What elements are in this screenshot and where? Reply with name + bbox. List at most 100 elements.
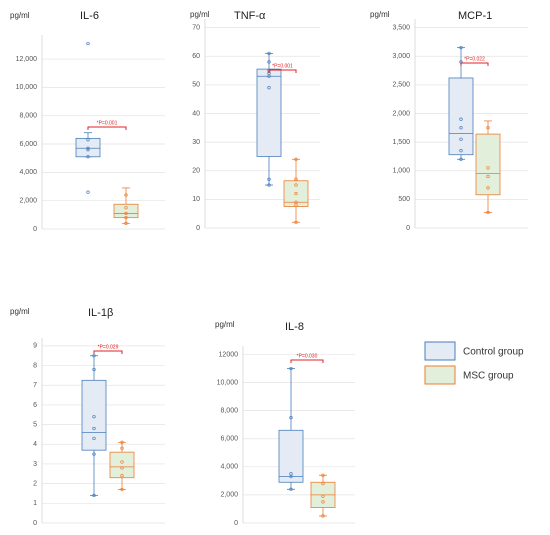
y-tick-label: 6,000 xyxy=(220,436,238,443)
data-point xyxy=(86,155,90,159)
legend-label: MSC group xyxy=(463,371,514,382)
data-point xyxy=(120,446,124,450)
data-point xyxy=(124,211,128,216)
data-point xyxy=(92,452,96,456)
y-tick-label: 2 xyxy=(33,480,37,487)
significance-bracket xyxy=(460,62,489,66)
data-point xyxy=(267,177,271,181)
y-tick-label: 1,500 xyxy=(392,139,410,146)
data-point xyxy=(486,210,490,215)
box xyxy=(448,77,474,156)
chart-title: MCP-1 xyxy=(458,10,492,22)
data-point xyxy=(289,366,293,371)
significance-bracket xyxy=(290,359,324,363)
chart-title: IL-1β xyxy=(88,307,113,319)
data-point xyxy=(289,472,293,476)
y-tick-label: 60 xyxy=(192,53,200,60)
y-tick-label: 10 xyxy=(192,196,200,203)
data-point xyxy=(92,354,96,358)
data-point xyxy=(86,148,90,152)
y-tick-label: 1,000 xyxy=(392,168,410,175)
significance-bracket xyxy=(93,350,123,354)
y-tick-label: 4,000 xyxy=(220,464,238,471)
significance-label: *P=0.001 xyxy=(272,63,293,69)
data-point xyxy=(486,126,490,130)
data-point xyxy=(321,494,325,498)
chart-title: TNF-α xyxy=(234,10,266,22)
data-point xyxy=(120,466,124,470)
significance-bracket xyxy=(87,126,127,130)
data-point xyxy=(86,138,90,142)
y-axis-label: pg/ml xyxy=(370,10,390,19)
y-tick-label: 500 xyxy=(398,196,410,203)
box xyxy=(109,451,135,479)
data-point xyxy=(124,193,128,197)
y-tick-label: 4 xyxy=(33,441,37,448)
y-tick-label: 70 xyxy=(192,24,200,31)
y-tick-label: 7 xyxy=(33,382,37,389)
data-point xyxy=(321,473,325,477)
significance-label: *P=0.029 xyxy=(98,344,119,350)
box xyxy=(278,429,304,483)
significance-bracket xyxy=(268,69,297,73)
y-tick-label: 50 xyxy=(192,82,200,89)
y-tick-label: 8 xyxy=(33,362,37,369)
y-axis-label: pg/ml xyxy=(10,11,30,20)
data-point xyxy=(459,149,463,153)
box xyxy=(283,180,309,207)
y-tick-label: 0 xyxy=(406,225,410,232)
y-tick-label: 0 xyxy=(234,520,238,527)
legend-swatch xyxy=(424,341,456,361)
legend-swatch xyxy=(424,365,456,385)
y-tick-label: 20 xyxy=(192,168,200,175)
box xyxy=(475,133,501,196)
y-tick-label: 12,000 xyxy=(16,56,38,63)
y-tick-label: 5 xyxy=(33,421,37,428)
data-point xyxy=(120,460,124,464)
data-point xyxy=(321,514,325,518)
y-axis-label: pg/ml xyxy=(10,307,30,316)
data-point xyxy=(92,415,96,419)
box xyxy=(113,203,139,219)
data-point xyxy=(92,493,96,498)
y-tick-label: 10,000 xyxy=(217,379,239,386)
chart-title: IL-6 xyxy=(80,10,99,22)
y-tick-label: 3,500 xyxy=(392,24,410,31)
y-tick-label: 4,000 xyxy=(19,169,37,176)
y-tick-label: 0 xyxy=(33,226,37,233)
data-point xyxy=(294,157,298,161)
y-axis-label: pg/ml xyxy=(190,10,210,19)
y-tick-label: 2,000 xyxy=(392,110,410,117)
y-tick-label: 8,000 xyxy=(220,407,238,414)
y-tick-label: 2,000 xyxy=(19,198,37,205)
y-tick-label: 12000 xyxy=(219,351,239,358)
y-tick-label: 8,000 xyxy=(19,113,37,120)
significance-label: *P=0.001 xyxy=(97,120,118,126)
data-point xyxy=(294,191,298,196)
data-point xyxy=(124,216,128,220)
data-point xyxy=(267,51,271,56)
y-tick-label: 40 xyxy=(192,110,200,117)
y-tick-label: 6,000 xyxy=(19,141,37,148)
y-tick-label: 6 xyxy=(33,402,37,409)
data-point xyxy=(124,221,128,225)
data-point xyxy=(459,45,463,50)
y-tick-label: 1 xyxy=(33,500,37,507)
data-point xyxy=(321,482,325,486)
significance-label: *P=0.030 xyxy=(297,353,318,359)
data-point xyxy=(486,186,490,190)
data-point xyxy=(321,500,325,504)
data-point xyxy=(92,426,96,431)
data-point xyxy=(92,367,96,372)
data-point xyxy=(459,117,463,121)
data-point xyxy=(294,183,298,187)
y-tick-label: 0 xyxy=(196,225,200,232)
data-point xyxy=(86,146,90,150)
data-point xyxy=(120,440,124,444)
data-point xyxy=(294,220,298,224)
legend-label: Control group xyxy=(463,347,524,358)
data-point xyxy=(294,200,298,204)
data-point xyxy=(86,41,90,46)
box xyxy=(256,68,282,157)
data-point xyxy=(267,60,271,64)
